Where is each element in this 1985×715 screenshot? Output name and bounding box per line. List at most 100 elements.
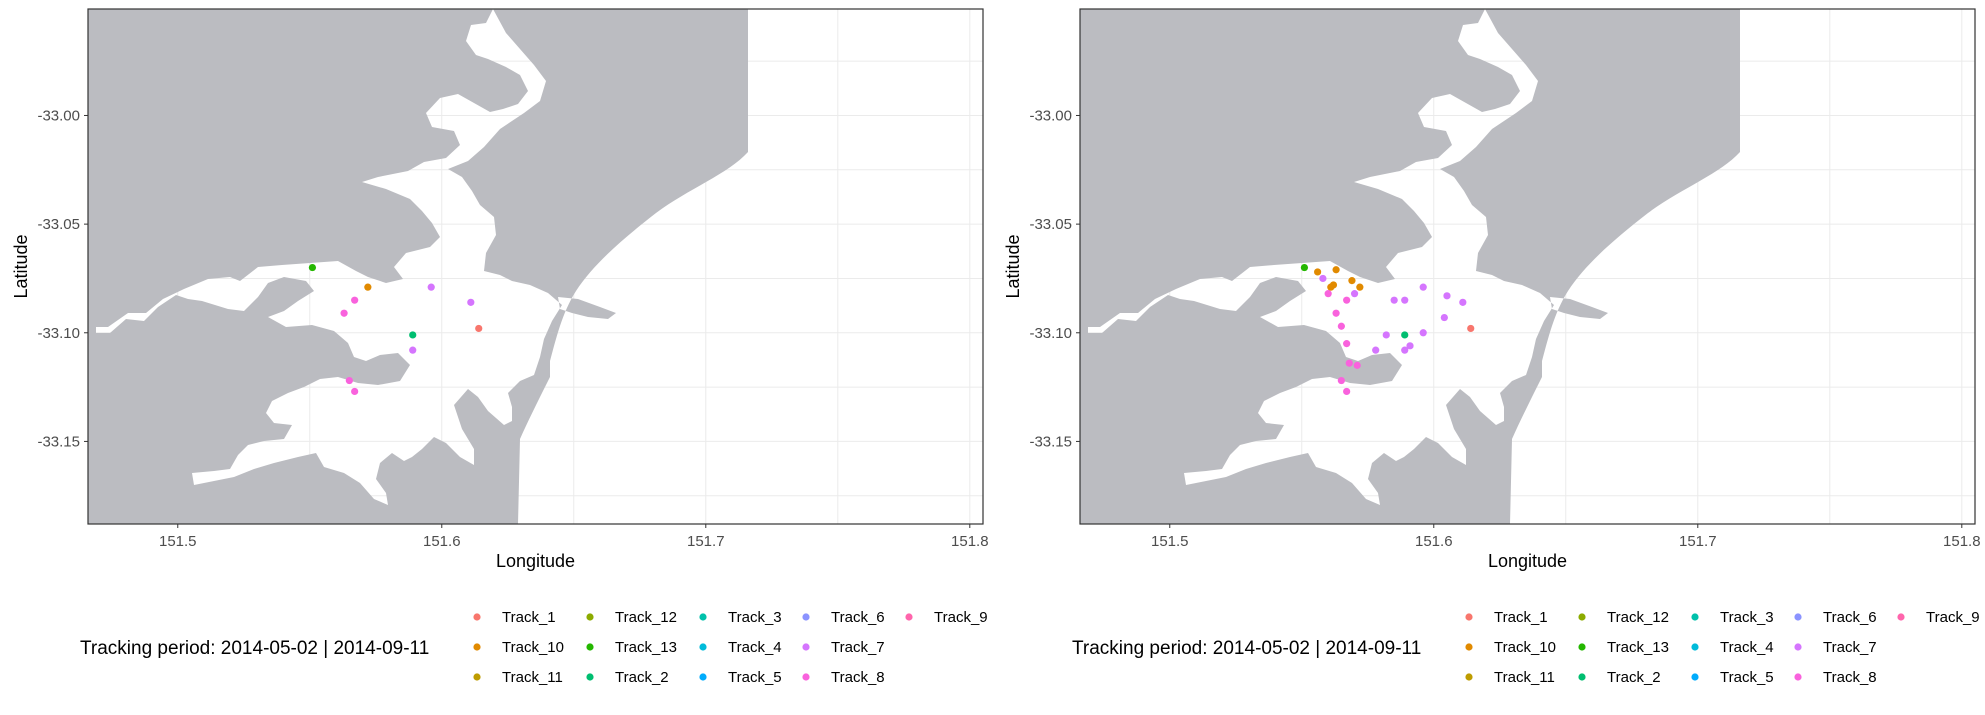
map-panel-2: 151.5 151.6 151.7 151.8 -33.00 -33.05 -33.10 -3…: [1003, 8, 1981, 686]
legend-key-dot: [1897, 613, 1905, 621]
track-point: [1348, 277, 1356, 285]
legend-label: Track_6: [831, 609, 885, 626]
legend-key-dot: [802, 643, 810, 651]
track-point: [1440, 313, 1448, 322]
legend-key-dot: [802, 673, 810, 681]
track-point: [1356, 283, 1364, 291]
legend-item: Track_5: [699, 669, 782, 686]
legend-label: Track_9: [1926, 609, 1980, 626]
legend-item: Track_10: [1465, 639, 1556, 656]
track-point: [364, 283, 372, 291]
legend-item: Track_7: [1794, 639, 1877, 656]
x-tick-label: 151.6: [423, 533, 461, 550]
legend-key-dot: [1465, 613, 1473, 621]
x-tick-label: 151.8: [1943, 533, 1981, 550]
legend-label: Track_2: [1607, 669, 1661, 686]
legend-item: Track_13: [1578, 639, 1669, 656]
legend-item: Track_11: [1465, 669, 1555, 686]
track-point: [1300, 263, 1309, 272]
legend-key-dot: [1691, 643, 1699, 651]
legend-key-dot: [1465, 673, 1473, 681]
legend-item: Track_9: [905, 609, 988, 626]
legend-key-dot: [1691, 673, 1699, 681]
y-tick-label: -33.00: [1029, 107, 1072, 124]
y-tick-label: -33.10: [1029, 325, 1072, 342]
legend-item: Track_12: [586, 609, 677, 626]
track-point: [1401, 346, 1409, 354]
legend-item: Track_6: [1794, 609, 1877, 626]
legend-label: Track_3: [1720, 609, 1774, 626]
legend-key-dot: [699, 643, 707, 651]
legend-label: Track_10: [502, 639, 564, 656]
legend-key-dot: [699, 613, 707, 621]
legend-label: Track_1: [1494, 609, 1548, 626]
y-tick-label: -33.15: [1029, 433, 1072, 450]
track-point: [1314, 268, 1322, 276]
plot-border: [1079, 8, 1976, 525]
legend-key-dot: [473, 613, 481, 621]
legend-item: Track_4: [1691, 639, 1774, 656]
legend-label: Track_12: [1607, 609, 1669, 626]
legend-key-dot: [802, 613, 810, 621]
legend-item: Track_2: [586, 669, 669, 686]
legend-item: Track_13: [586, 639, 677, 656]
track-point: [1406, 342, 1414, 350]
x-tick-label: 151.7: [1679, 533, 1717, 550]
legend-key-dot: [905, 613, 913, 621]
legend-item: Track_9: [1897, 609, 1980, 626]
legend-label: Track_13: [1607, 639, 1669, 656]
track-point: [1319, 274, 1327, 283]
track-point: [340, 309, 348, 317]
track-point: [1401, 296, 1409, 304]
y-tick-label: -33.05: [1029, 216, 1072, 233]
track-point: [1350, 290, 1359, 298]
track-point: [1343, 296, 1351, 304]
legend-key-dot: [1465, 643, 1473, 651]
legend: Tracking period: 2014-05-02 | 2014-09-11…: [80, 609, 988, 686]
x-axis-title: Longitude: [1488, 551, 1567, 571]
track-point: [1419, 283, 1427, 291]
legend-item: Track_8: [1794, 669, 1877, 686]
track-point: [475, 324, 483, 333]
legend-key-dot: [699, 673, 707, 681]
track-point: [1401, 331, 1409, 339]
legend-label: Track_1: [502, 609, 556, 626]
legend-item: Track_4: [699, 639, 782, 656]
track-point: [409, 346, 417, 354]
legend-label: Track_7: [831, 639, 885, 656]
legend-label: Track_5: [1720, 669, 1774, 686]
track-point: [1459, 298, 1467, 306]
x-tick-label: 151.8: [951, 533, 989, 550]
x-axis-title: Longitude: [496, 551, 575, 571]
legend-key-dot: [1794, 613, 1802, 621]
track-point: [1327, 283, 1335, 291]
track-point: [1353, 361, 1361, 369]
axis-ticks: 151.5 151.6 151.7 151.8 -33.00 -33.05 -33.10 -3…: [37, 107, 988, 550]
legend-label: Track_2: [615, 669, 669, 686]
legend-label: Track_8: [831, 669, 885, 686]
legend-label: Track_6: [1823, 609, 1877, 626]
legend-item: Track_2: [1578, 669, 1661, 686]
legend-key-dot: [1578, 643, 1586, 651]
legend-key-dot: [473, 673, 481, 681]
legend-item: Track_10: [473, 639, 564, 656]
legend-item: Track_1: [473, 609, 556, 626]
legend-label: Track_7: [1823, 639, 1877, 656]
track-point: [427, 283, 435, 291]
x-tick-label: 151.6: [1415, 533, 1453, 550]
track-point: [1332, 309, 1340, 317]
track-point: [1332, 266, 1340, 274]
map-panel-1: 151.5 151.6 151.7 151.8 -33.00 -33.05 -33.10 -3…: [11, 8, 989, 686]
x-tick-label: 151.7: [687, 533, 725, 550]
axis-ticks: 151.5 151.6 151.7 151.8 -33.00 -33.05 -33.10 -3…: [1029, 107, 1980, 550]
legend-item: Track_1: [1465, 609, 1548, 626]
legend-key-dot: [1578, 673, 1586, 681]
plot-border: [87, 8, 984, 525]
track-point: [1343, 340, 1351, 348]
legend-item: Track_3: [1691, 609, 1774, 626]
legend-key-dot: [1794, 673, 1802, 681]
legend-label: Track_4: [728, 639, 782, 656]
legend-label: Track_8: [1823, 669, 1877, 686]
legend-label: Track_3: [728, 609, 782, 626]
